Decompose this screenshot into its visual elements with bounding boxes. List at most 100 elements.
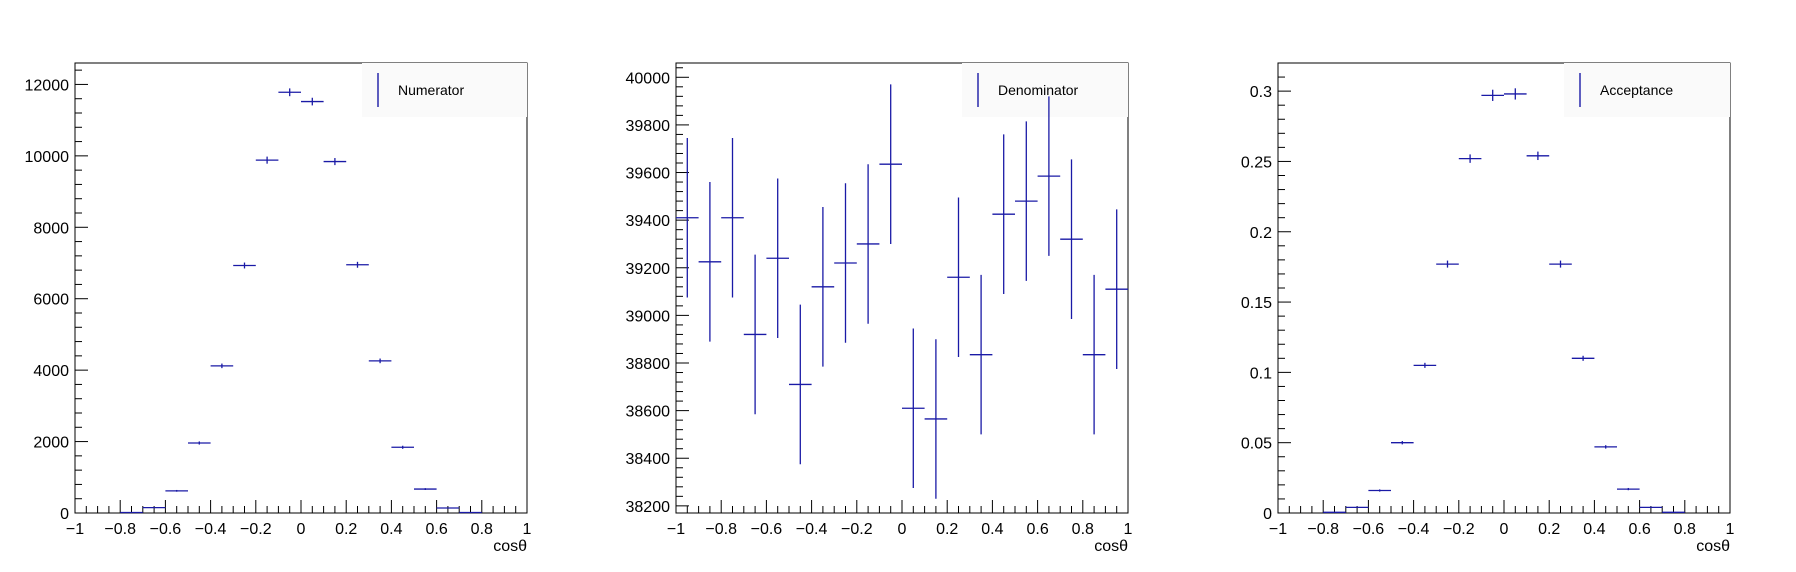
x-axis-label: cosθ [1094, 538, 1128, 555]
data-point [346, 261, 369, 268]
y-tick-label-0: 0 [1263, 506, 1272, 523]
data-point [368, 358, 392, 364]
y-tick-label-38800: 38800 [626, 356, 671, 373]
x-tick-label-1: −1 [66, 521, 84, 538]
data-point [1413, 362, 1437, 368]
x-tick-label-0-6: 0.6 [425, 521, 447, 538]
x-tick-label-0-6: −0.6 [751, 521, 783, 538]
data-point [1037, 96, 1061, 256]
data-point [992, 134, 1015, 294]
y-tick-label-39200: 39200 [626, 261, 671, 278]
numerator-panel: Numerator −1 −0.8 −0.6 −0.4 −0.2 0 0.2 0.4 0.6 0.8… [25, 62, 532, 555]
y-tick-label-0: 0 [60, 506, 69, 523]
y-tick-label-39000: 39000 [626, 308, 671, 325]
data-point [721, 138, 744, 298]
x-tick-label-0-2: 0.2 [1538, 521, 1560, 538]
data-point [856, 164, 880, 324]
data-point [188, 441, 211, 445]
data-point [743, 254, 767, 415]
data-point [1105, 209, 1128, 369]
x-tick-label-1: −1 [667, 521, 685, 538]
data-point [1504, 88, 1527, 100]
y-tick-label-0-2: 0.2 [1250, 225, 1272, 242]
data-point [766, 178, 789, 338]
data-point [1662, 511, 1685, 513]
acceptance-panel: Acceptance −1 −0.8 −0.6 −0.4 −0.2 0 0.2 0.4 0.6 0.… [1241, 62, 1735, 555]
x-tick-label-0-4: 0.4 [1583, 521, 1605, 538]
y-tick-label-38600: 38600 [626, 404, 671, 421]
legend-label: Acceptance [1600, 82, 1673, 98]
x-tick-label-0-2: 0.2 [335, 521, 357, 538]
data-point [969, 274, 993, 435]
data-point [1391, 441, 1414, 445]
data-point [1082, 274, 1106, 435]
data-point [165, 489, 188, 492]
data-point [1060, 159, 1083, 319]
plot-frame [74, 62, 528, 514]
y-tick-label-0-25: 0.25 [1241, 154, 1272, 171]
x-tick-label-1: 1 [1726, 521, 1735, 538]
y-tick-label-38200: 38200 [626, 499, 671, 516]
x-tick-label-0-4: −0.4 [195, 521, 227, 538]
y-tick-label-12000: 12000 [25, 77, 70, 94]
data-point [142, 506, 166, 509]
data-point [676, 138, 699, 298]
data-point [1549, 260, 1572, 268]
x-tick-label-0-2: 0.2 [936, 521, 958, 538]
data-point [924, 339, 948, 499]
x-tick-label-0-4: 0.4 [981, 521, 1003, 538]
legend-box [362, 63, 527, 117]
data-point [1368, 489, 1391, 492]
x-tick-label-0-4: −0.4 [796, 521, 828, 538]
y-tick-label-0-05: 0.05 [1241, 436, 1272, 453]
x-tick-label-0-2: −0.2 [1443, 521, 1475, 538]
x-tick-label-0: 0 [898, 521, 907, 538]
data-point [811, 207, 835, 367]
data-point [1594, 445, 1617, 449]
y-tick-label-6000: 6000 [33, 292, 69, 309]
x-tick-label-0-6: −0.6 [150, 521, 182, 538]
data-point [255, 156, 279, 164]
data-point [323, 158, 347, 166]
x-tick-label-0-8: −0.8 [104, 521, 136, 538]
x-tick-label-0-2: −0.2 [841, 521, 873, 538]
data-point [1526, 151, 1550, 161]
data-point [789, 304, 812, 465]
data-point [1323, 511, 1346, 513]
y-tick-label-39600: 39600 [626, 166, 671, 183]
x-tick-label-0-4: 0.4 [380, 521, 402, 538]
x-tick-label-0-6: −0.6 [1353, 521, 1385, 538]
data-point [1015, 121, 1038, 281]
data-point [301, 97, 324, 106]
data-point [210, 363, 234, 369]
data-point [436, 507, 460, 509]
x-tick-label-1: 1 [523, 521, 532, 538]
denominator-panel: Denominator −1 −0.8 −0.6 −0.4 −0.2 0 0.2 0.4 0.6 0… [626, 62, 1133, 555]
x-axis-label: cosθ [1696, 538, 1730, 555]
x-tick-label-1: −1 [1269, 521, 1287, 538]
x-tick-label-0-8: 0.8 [471, 521, 493, 538]
plot-frame [1277, 62, 1731, 514]
x-axis-label: cosθ [493, 538, 527, 555]
data-point [947, 197, 970, 358]
data-point [1458, 154, 1482, 163]
data-point [1481, 89, 1504, 101]
x-tick-label-0-8: −0.8 [1307, 521, 1339, 538]
y-tick-label-39800: 39800 [626, 118, 671, 135]
y-tick-label-10000: 10000 [25, 149, 70, 166]
y-tick-label-0-1: 0.1 [1250, 365, 1272, 382]
y-tick-label-2000: 2000 [33, 435, 69, 452]
x-tick-label-0-8: 0.8 [1072, 521, 1094, 538]
y-tick-label-39400: 39400 [626, 213, 671, 230]
x-tick-label-0: 0 [1500, 521, 1509, 538]
plot-frame [675, 62, 1129, 514]
data-point [698, 182, 722, 342]
legend-label: Denominator [998, 82, 1078, 98]
y-tick-label-8000: 8000 [33, 220, 69, 237]
data-point [1617, 487, 1640, 491]
data-point [902, 328, 925, 488]
data-point [414, 488, 437, 490]
data-point [1345, 506, 1369, 509]
data-point [233, 262, 256, 269]
